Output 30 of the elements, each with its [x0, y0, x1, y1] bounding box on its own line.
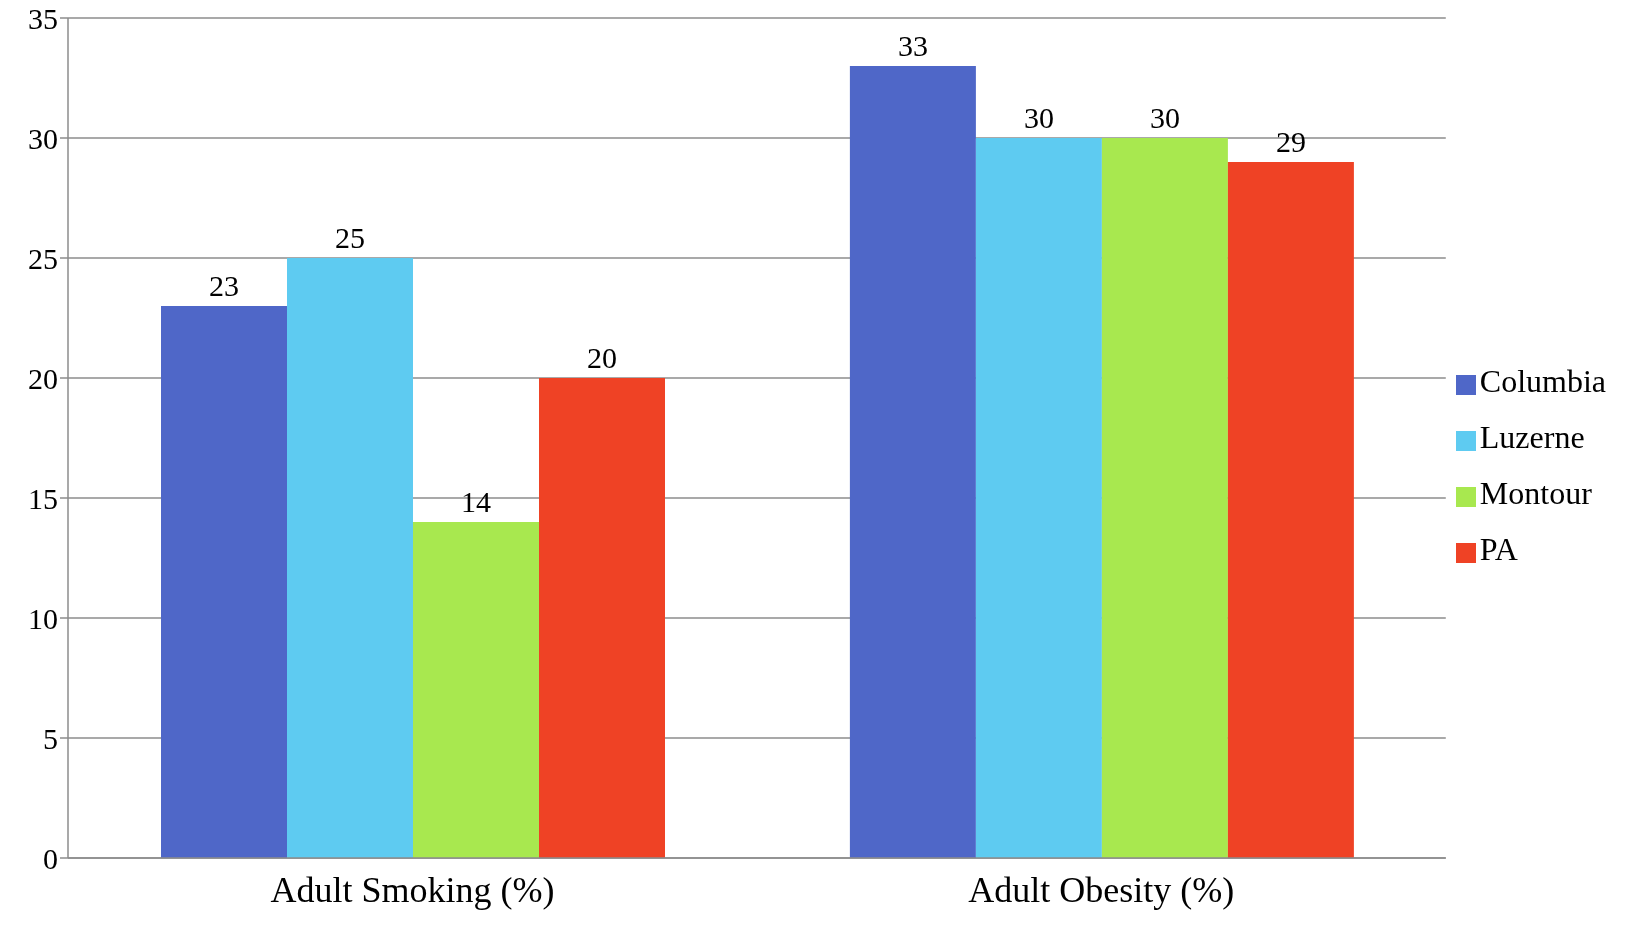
y-tick-label: 5 [43, 721, 58, 755]
y-tick-label: 20 [28, 361, 58, 395]
y-tick-label: 35 [28, 1, 58, 35]
data-label: 29 [1275, 125, 1306, 158]
data-label: 30 [1149, 101, 1180, 134]
y-tick-label: 0 [43, 841, 58, 875]
bar [287, 258, 413, 858]
bar [1227, 162, 1354, 858]
data-label: 14 [461, 485, 491, 518]
bar [161, 306, 287, 858]
x-tick-label: Adult Obesity (%) [968, 869, 1235, 910]
data-label: 20 [587, 341, 617, 374]
legend-label: Luzerne [1479, 419, 1585, 455]
legend-label: Montour [1479, 475, 1592, 511]
data-label: 30 [1023, 101, 1054, 134]
bar [539, 378, 665, 858]
legend-label: Columbia [1479, 363, 1606, 399]
x-tick-label: Adult Smoking (%) [270, 869, 555, 910]
data-label: 23 [209, 269, 239, 302]
data-label: 25 [335, 221, 365, 254]
y-tick-label: 25 [28, 241, 58, 275]
bar [975, 138, 1102, 858]
y-tick-label: 15 [28, 481, 58, 515]
y-tick-label: 30 [28, 121, 58, 155]
data-label: 33 [897, 29, 928, 62]
bar [1101, 138, 1228, 858]
legend-label: PA [1479, 531, 1518, 567]
y-tick-label: 10 [28, 601, 58, 635]
bar [849, 66, 976, 858]
bar [413, 522, 539, 858]
